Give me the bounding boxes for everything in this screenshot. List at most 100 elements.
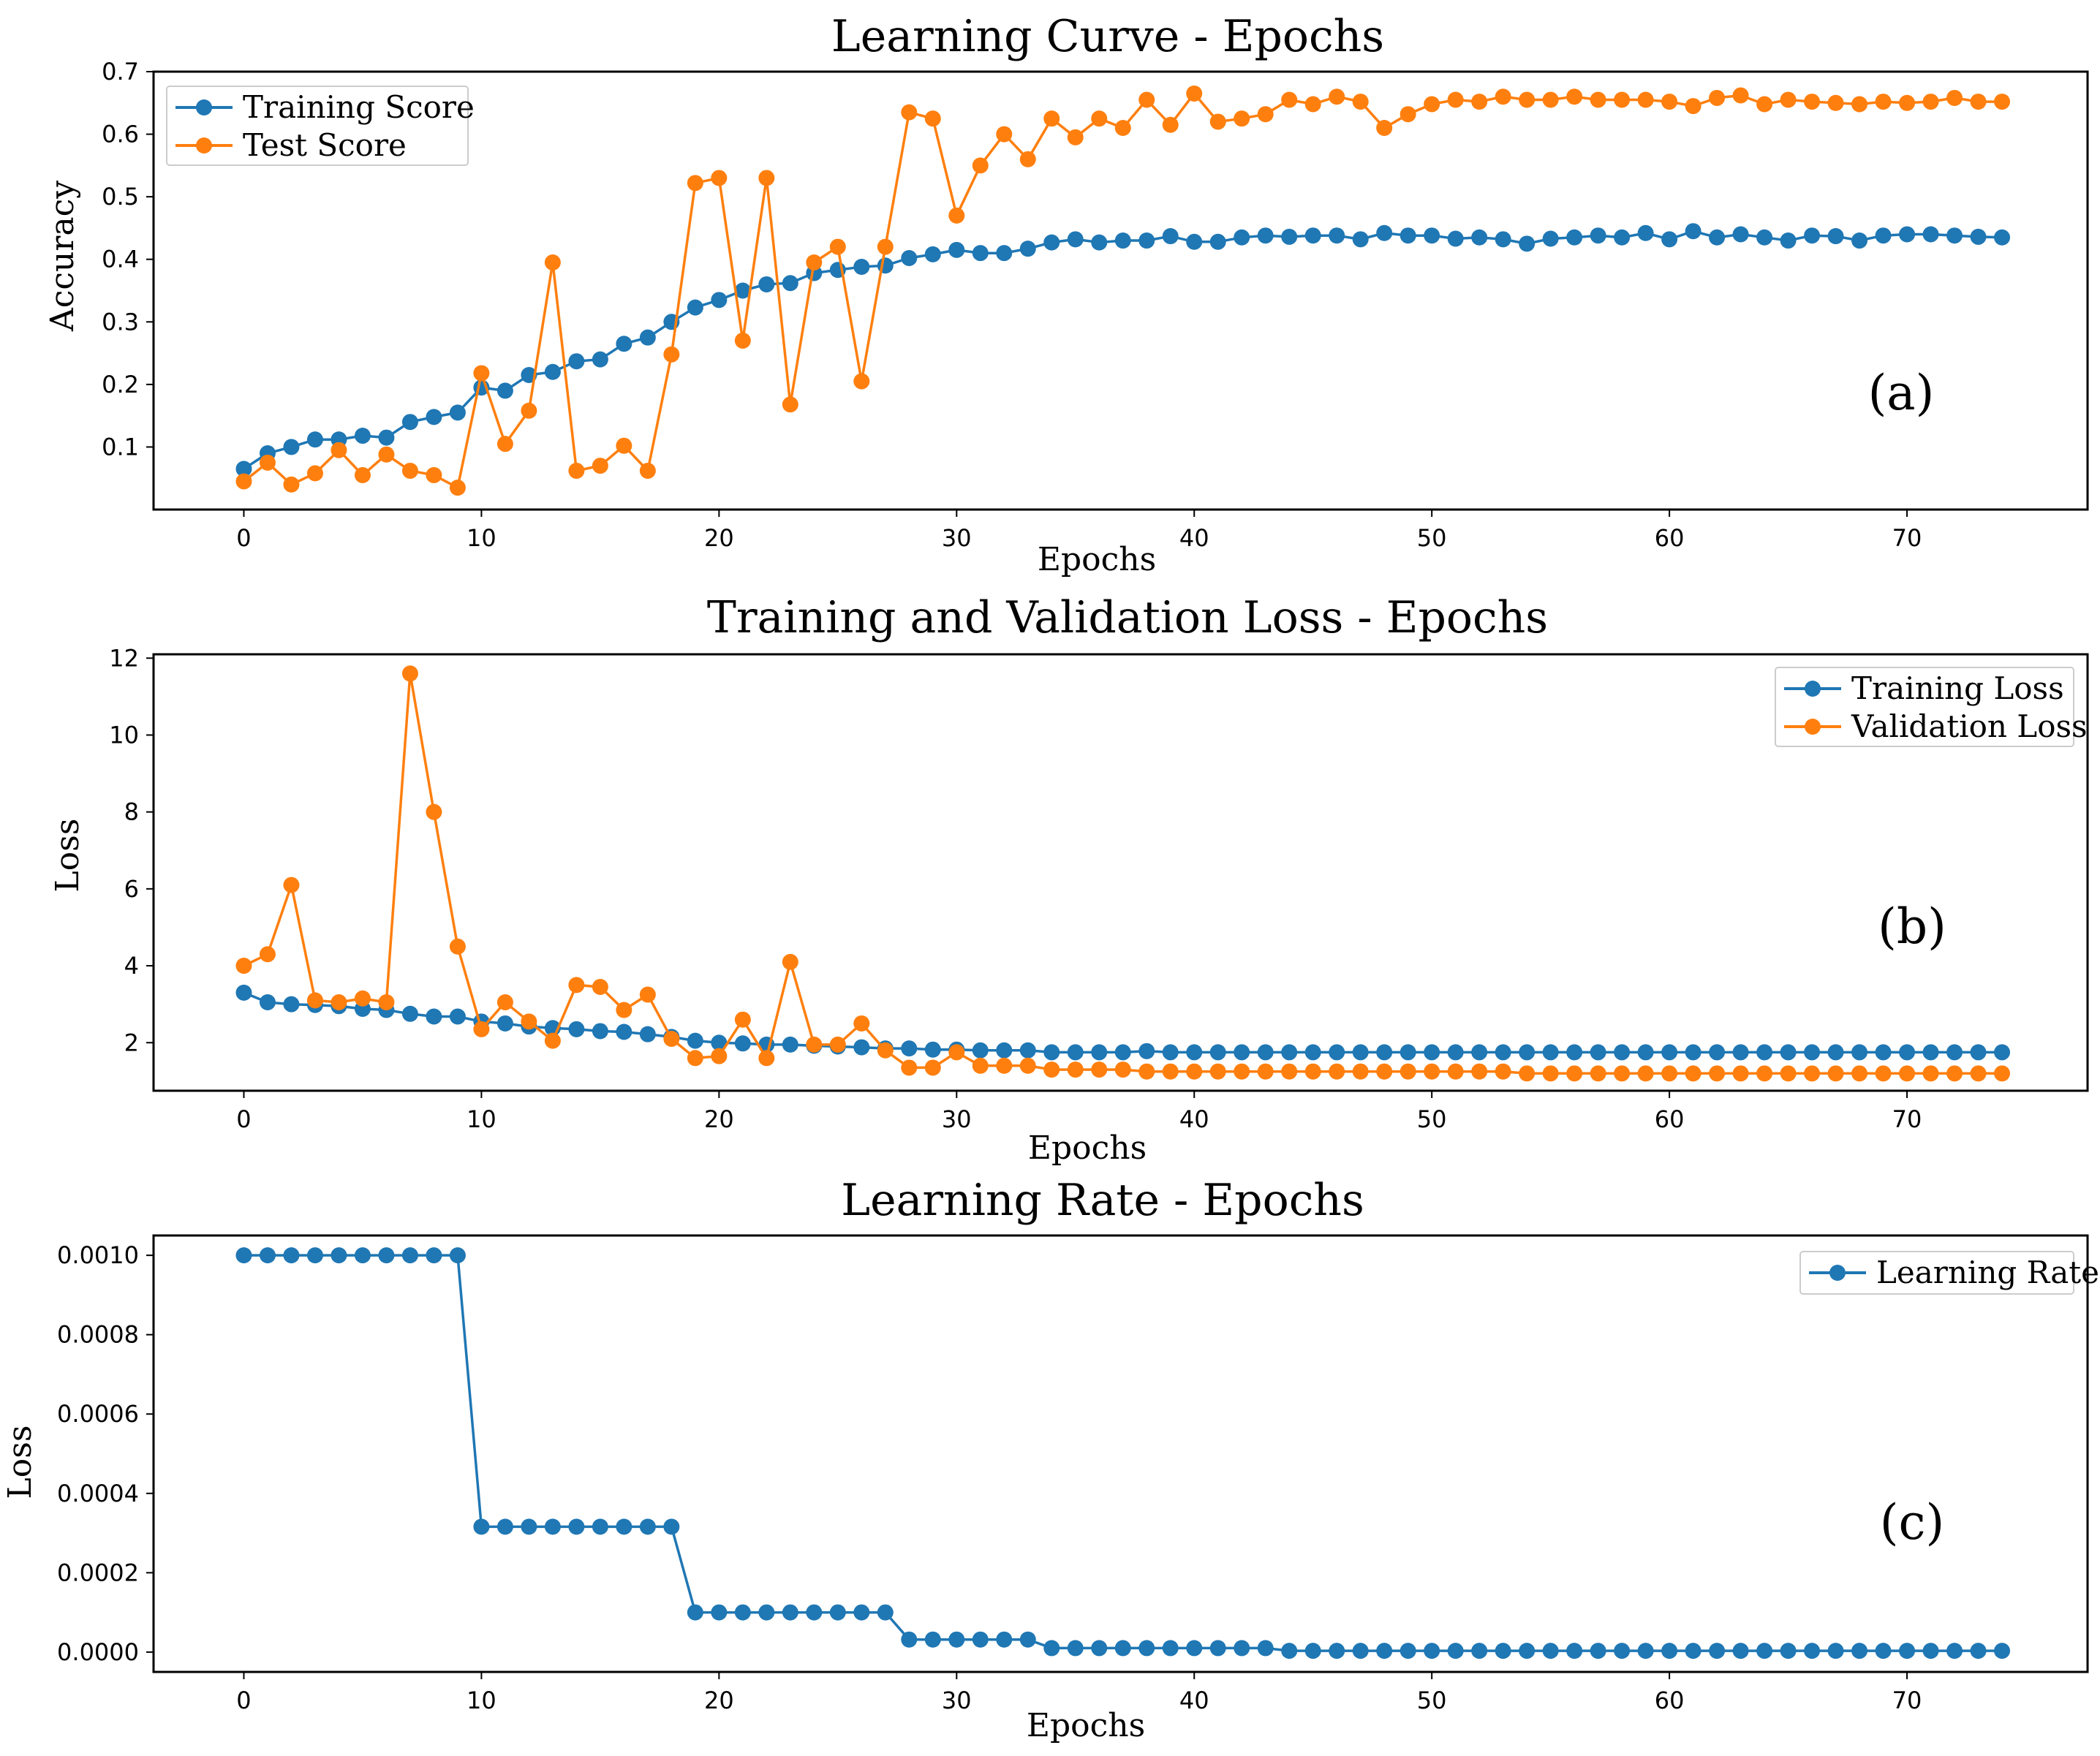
- data-point: [544, 254, 561, 270]
- data-point: [1281, 1044, 1298, 1061]
- data-point: [1424, 1044, 1440, 1061]
- data-point: [1043, 1044, 1060, 1061]
- data-point: [1376, 120, 1393, 137]
- data-point: [1067, 1640, 1084, 1657]
- data-point: [354, 428, 371, 444]
- data-point: [306, 1247, 323, 1264]
- legend-label: Test Score: [243, 127, 407, 163]
- data-point: [1637, 1065, 1654, 1082]
- data-point: [592, 458, 608, 474]
- y-tick-label: 0.0000: [57, 1638, 139, 1666]
- data-point: [1257, 106, 1274, 123]
- data-point: [1922, 1643, 1939, 1660]
- data-point: [568, 977, 585, 994]
- chart-title: Training and Validation Loss - Epochs: [707, 592, 1548, 643]
- data-point: [283, 439, 300, 455]
- data-point: [592, 978, 608, 995]
- data-point: [1732, 1643, 1749, 1660]
- data-point: [306, 465, 323, 482]
- data-point: [1471, 1643, 1488, 1660]
- data-point: [853, 258, 870, 275]
- y-tick-label: 0.4: [102, 246, 139, 273]
- data-point: [235, 984, 252, 1001]
- legend-frame: [1775, 667, 2074, 747]
- data-point: [639, 1518, 656, 1535]
- data-point: [901, 250, 918, 267]
- data-point: [1186, 85, 1203, 102]
- data-point: [734, 1604, 751, 1621]
- data-point: [1637, 1044, 1654, 1061]
- data-point: [663, 346, 680, 363]
- data-point: [1186, 1044, 1203, 1061]
- data-point: [639, 462, 656, 479]
- data-point: [331, 994, 347, 1011]
- data-point: [1138, 1640, 1155, 1657]
- data-point: [1542, 1065, 1559, 1082]
- data-point: [1946, 1065, 1963, 1082]
- data-point: [639, 329, 656, 346]
- data-point: [568, 1021, 585, 1037]
- data-point: [1685, 1065, 1701, 1082]
- x-tick-label: 0: [236, 1105, 251, 1133]
- x-tick-label: 70: [1892, 1105, 1922, 1133]
- y-tick-label: 12: [109, 644, 139, 672]
- data-point: [1447, 1643, 1464, 1660]
- data-point: [1019, 1057, 1036, 1074]
- legend-frame: [1799, 1251, 2074, 1295]
- data-point: [1661, 1044, 1678, 1061]
- data-point: [1804, 1643, 1821, 1660]
- data-point: [1067, 231, 1084, 248]
- data-point: [924, 1041, 941, 1058]
- data-point: [1946, 89, 1963, 106]
- data-point: [1970, 1044, 1987, 1061]
- data-point: [924, 246, 941, 262]
- data-point: [711, 1604, 728, 1621]
- data-point: [829, 1036, 846, 1053]
- data-point: [1209, 1044, 1226, 1061]
- data-point: [1946, 1044, 1963, 1061]
- x-tick-label: 70: [1892, 524, 1922, 552]
- y-tick-label: 0.7: [102, 58, 139, 86]
- panel-label: (c): [1880, 1494, 1944, 1551]
- y-tick-label: 0.6: [102, 121, 139, 148]
- plot-frame: [152, 1234, 2089, 1673]
- data-point: [948, 241, 965, 258]
- data-point: [1447, 230, 1464, 247]
- x-tick-label: 10: [467, 1105, 496, 1133]
- data-point: [378, 429, 395, 446]
- data-point: [1851, 1044, 1868, 1061]
- data-point: [568, 462, 585, 479]
- data-point: [1162, 1640, 1179, 1657]
- data-point: [449, 1247, 466, 1264]
- data-point: [449, 480, 466, 496]
- data-point: [378, 446, 395, 463]
- data-point: [1994, 1044, 2011, 1061]
- x-tick-label: 20: [704, 1687, 734, 1714]
- legend-label: Learning Rate: [1876, 1254, 2099, 1290]
- data-point: [354, 1247, 371, 1264]
- data-point: [306, 431, 323, 448]
- legend-marker: [1805, 719, 1821, 735]
- data-point: [1352, 1063, 1369, 1080]
- data-point: [1209, 233, 1226, 250]
- data-point: [1732, 226, 1749, 243]
- data-point: [1519, 1044, 1536, 1061]
- data-point: [1827, 1065, 1844, 1082]
- data-point: [1899, 1044, 1916, 1061]
- legend-frame: [166, 86, 469, 166]
- data-point: [1756, 229, 1773, 246]
- data-point: [1495, 88, 1511, 105]
- data-point: [1709, 229, 1726, 246]
- data-point: [1281, 228, 1298, 245]
- data-point: [1400, 106, 1416, 123]
- data-point: [1304, 227, 1321, 244]
- data-point: [1162, 228, 1179, 245]
- data-point: [1922, 1065, 1939, 1082]
- data-point: [1685, 98, 1701, 115]
- data-point: [734, 1011, 751, 1028]
- data-point: [1257, 227, 1274, 244]
- data-point: [426, 466, 442, 483]
- data-point: [1329, 1044, 1345, 1061]
- series-line: [243, 230, 2003, 470]
